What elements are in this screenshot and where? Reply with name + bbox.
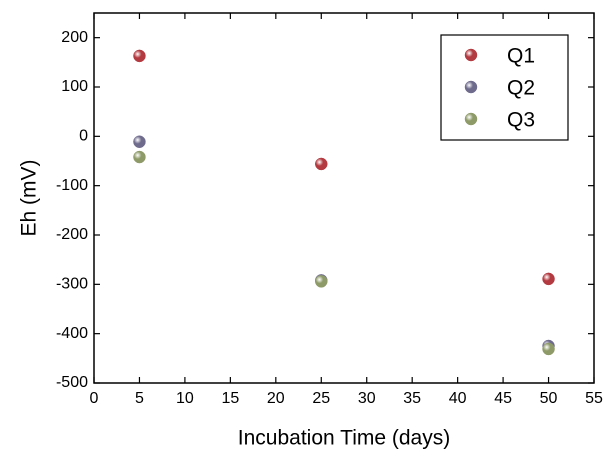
y-tick-label: 100 bbox=[61, 78, 88, 95]
legend-marker bbox=[464, 48, 478, 62]
legend-label: Q2 bbox=[507, 77, 535, 100]
x-axis-label: Incubation Time (days) bbox=[238, 427, 450, 450]
point bbox=[315, 275, 328, 288]
x-tick-label: 45 bbox=[494, 390, 512, 407]
x-tick-label: 25 bbox=[312, 390, 330, 407]
point bbox=[542, 342, 555, 356]
legend-box bbox=[440, 34, 569, 141]
x-tick-label: 15 bbox=[221, 390, 239, 407]
x-tick-label: 20 bbox=[267, 390, 285, 407]
x-tick-label: 30 bbox=[358, 390, 376, 407]
x-tick-label: 5 bbox=[135, 390, 144, 407]
x-tick-label: 40 bbox=[449, 390, 467, 407]
x-tick-label: 50 bbox=[540, 390, 558, 407]
y-tick-label: -400 bbox=[56, 325, 88, 342]
y-tick-label: 200 bbox=[61, 29, 88, 46]
x-tick-label: 55 bbox=[585, 390, 603, 407]
legend-marker bbox=[464, 112, 478, 126]
x-tick-label: 10 bbox=[176, 390, 194, 407]
y-tick-label: -300 bbox=[56, 276, 88, 293]
legend-label: Q3 bbox=[507, 109, 535, 132]
x-tick-label: 35 bbox=[403, 390, 421, 407]
y-axis-label: Eh (mV) bbox=[18, 159, 41, 236]
legend-marker bbox=[464, 80, 478, 94]
legend-label: Q1 bbox=[507, 45, 535, 68]
x-tick-label: 0 bbox=[90, 390, 99, 407]
point bbox=[133, 49, 146, 63]
point bbox=[542, 272, 555, 286]
y-tick-label: -500 bbox=[56, 374, 88, 391]
y-tick-label: -200 bbox=[56, 226, 88, 243]
point bbox=[133, 135, 146, 149]
plot-frame bbox=[93, 12, 595, 384]
y-tick-label: -100 bbox=[56, 177, 88, 194]
point bbox=[133, 150, 146, 164]
point bbox=[315, 157, 328, 171]
y-tick-label: 0 bbox=[79, 128, 88, 145]
